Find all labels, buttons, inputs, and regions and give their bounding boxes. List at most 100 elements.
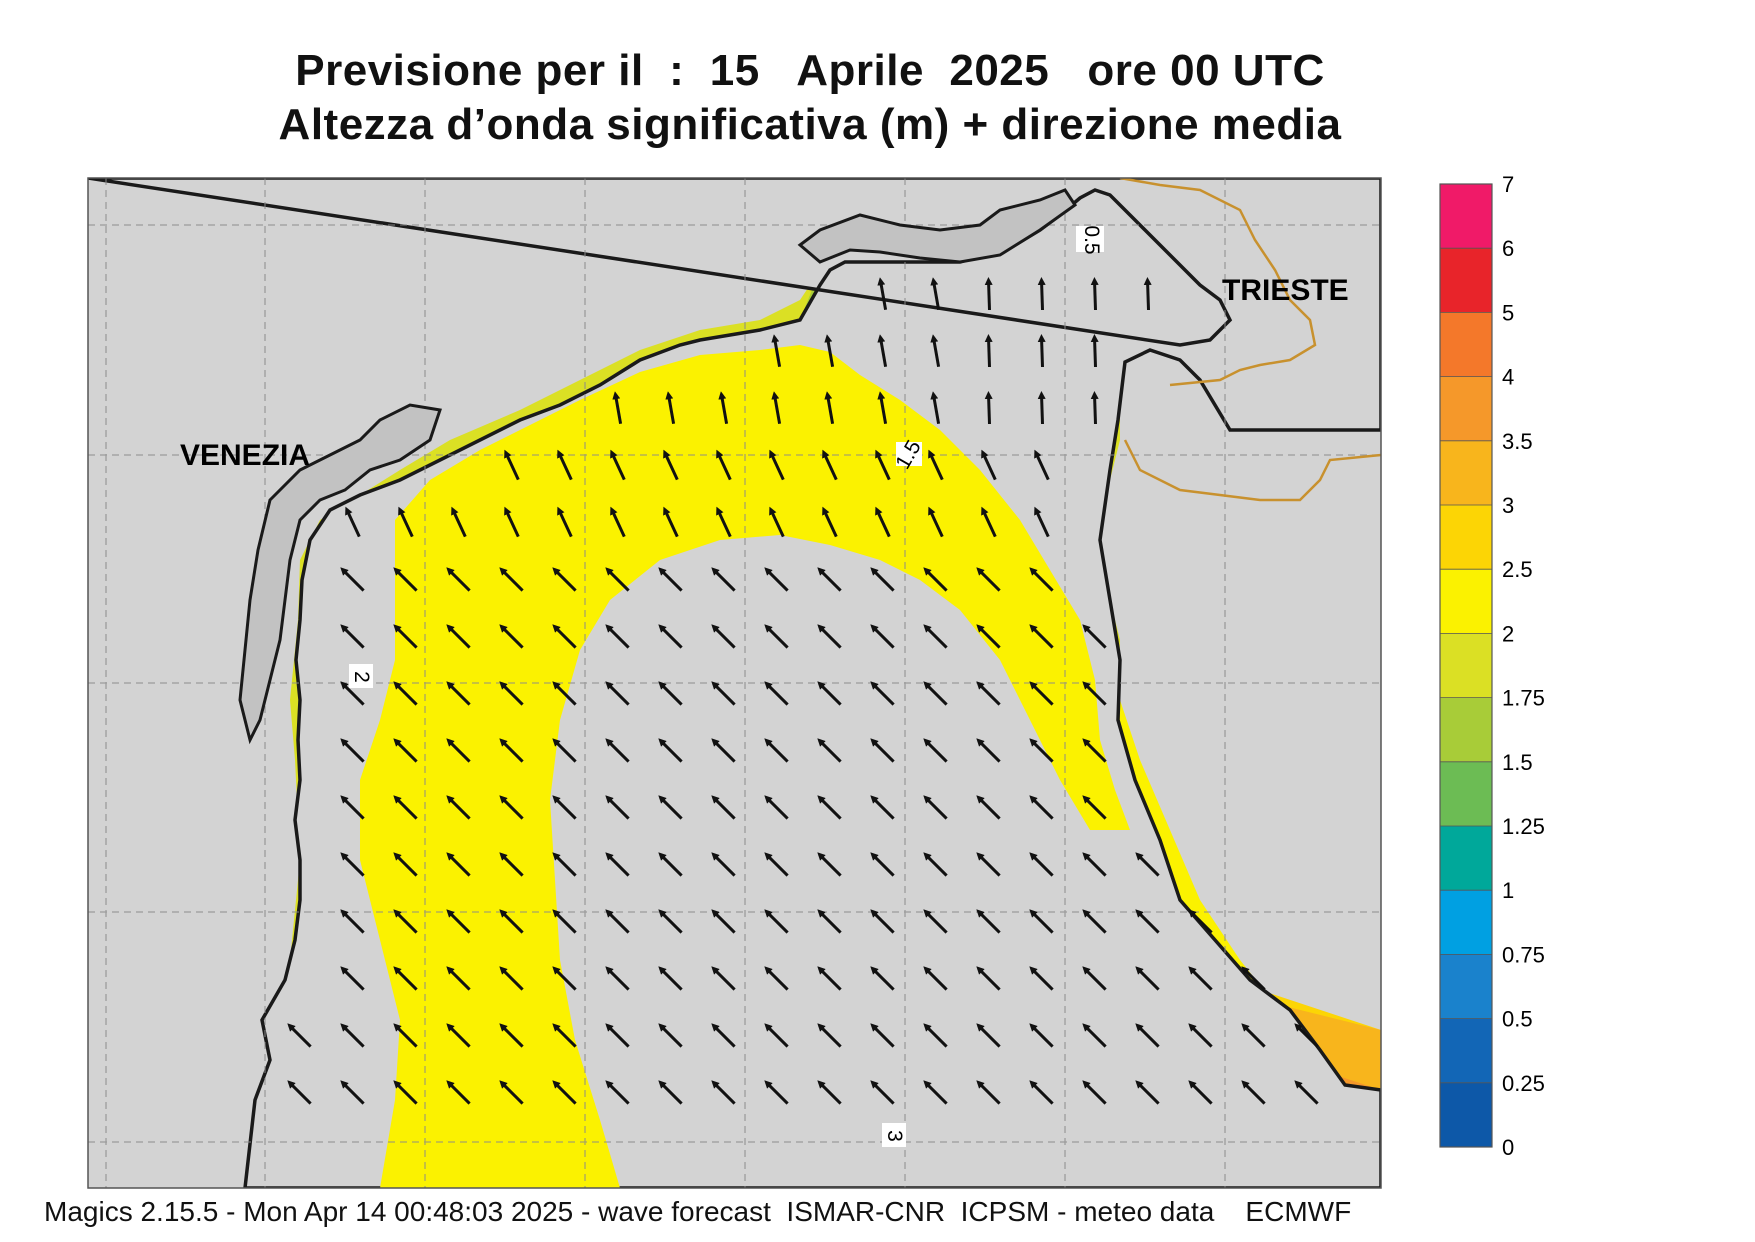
legend-label: 1 [1502,878,1514,903]
direction-arrow [771,391,782,425]
direction-arrow [870,567,895,592]
direction-arrow [870,738,895,763]
graticule [88,178,1381,1188]
direction-arrow [870,852,895,877]
direction-arrow [446,681,471,706]
direction-arrow [658,681,683,706]
direction-arrow [875,449,891,481]
direction-arrow [1188,1023,1213,1048]
direction-arrow [769,449,785,481]
direction-arrow [817,567,842,592]
direction-arrow [658,909,683,934]
direction-arrow [1090,277,1099,311]
direction-arrow [984,277,993,311]
legend-swatch [1440,1018,1492,1084]
direction-arrow [605,567,630,592]
direction-arrow [345,506,361,538]
legend-label: 1.75 [1502,686,1545,711]
direction-arrow [605,681,630,706]
direction-arrow [499,909,524,934]
direction-arrow [870,966,895,991]
legend-swatch [1440,248,1492,313]
direction-arrow [764,567,789,592]
direction-arrow [1029,1023,1054,1048]
direction-arrow [1082,852,1107,877]
direction-arrow [711,795,736,820]
direction-arrow [976,624,1001,649]
direction-arrow [870,624,895,649]
map-frame [87,177,1382,1189]
direction-arrow [711,738,736,763]
direction-arrow [1082,795,1107,820]
direction-arrow [605,852,630,877]
legend-label: 1.25 [1502,814,1545,839]
direction-arrow [398,506,414,538]
direction-arrow [658,852,683,877]
legend-swatch [1440,1082,1492,1148]
sea-overlay [360,345,1130,1188]
direction-arrow [1135,1080,1160,1105]
direction-arrow [981,449,997,481]
direction-arrow [1082,624,1107,649]
wave-direction-arrows [287,277,1319,1105]
title-line-1: Previsione per il : 15 Aprile 2025 ore 0… [295,46,1325,95]
direction-arrow [976,852,1001,877]
direction-arrow [923,738,948,763]
direction-arrow [446,795,471,820]
direction-arrow [340,1080,365,1105]
direction-arrow [658,795,683,820]
direction-arrow [930,391,941,425]
direction-arrow [1034,506,1050,538]
direction-arrow [552,909,577,934]
direction-arrow [499,966,524,991]
direction-arrow [499,852,524,877]
direction-arrow [612,391,623,425]
direction-arrow [393,624,418,649]
legend-swatch [1440,826,1492,891]
direction-arrow [1082,681,1107,706]
direction-arrow [716,449,732,481]
direction-arrow [1188,909,1213,934]
direction-arrow [393,1080,418,1105]
direction-arrow [764,852,789,877]
direction-arrow [870,681,895,706]
direction-arrow [393,966,418,991]
direction-arrow [1037,277,1046,311]
direction-arrow [817,909,842,934]
direction-arrow [658,567,683,592]
direction-arrow [870,1023,895,1048]
direction-arrow [446,567,471,592]
direction-arrow [552,624,577,649]
direction-arrow [870,795,895,820]
direction-arrow [340,966,365,991]
direction-arrow [605,738,630,763]
direction-arrow [764,909,789,934]
legend-label: 3 [1502,493,1514,518]
direction-arrow [446,1080,471,1105]
direction-arrow [817,852,842,877]
direction-arrow [1082,909,1107,934]
direction-arrow [976,738,1001,763]
direction-arrow [446,852,471,877]
direction-arrow [1029,909,1054,934]
legend-swatch [1440,890,1492,955]
direction-arrow [393,567,418,592]
direction-arrow [711,681,736,706]
direction-arrow [446,1023,471,1048]
direction-arrow [552,681,577,706]
direction-arrow [1029,567,1054,592]
contour-label-0-5: 0.5 [1080,225,1103,254]
direction-arrow [393,909,418,934]
direction-arrow [976,1023,1001,1048]
direction-arrow [716,506,732,538]
direction-arrow [605,624,630,649]
legend-label: 5 [1502,300,1514,325]
legend-swatch [1440,697,1492,763]
direction-arrow [1135,852,1160,877]
direction-arrow [817,1080,842,1105]
direction-arrow [663,506,679,538]
direction-arrow [658,966,683,991]
direction-arrow [1082,966,1107,991]
legend-label: 0.75 [1502,942,1545,967]
direction-arrow [923,1023,948,1048]
